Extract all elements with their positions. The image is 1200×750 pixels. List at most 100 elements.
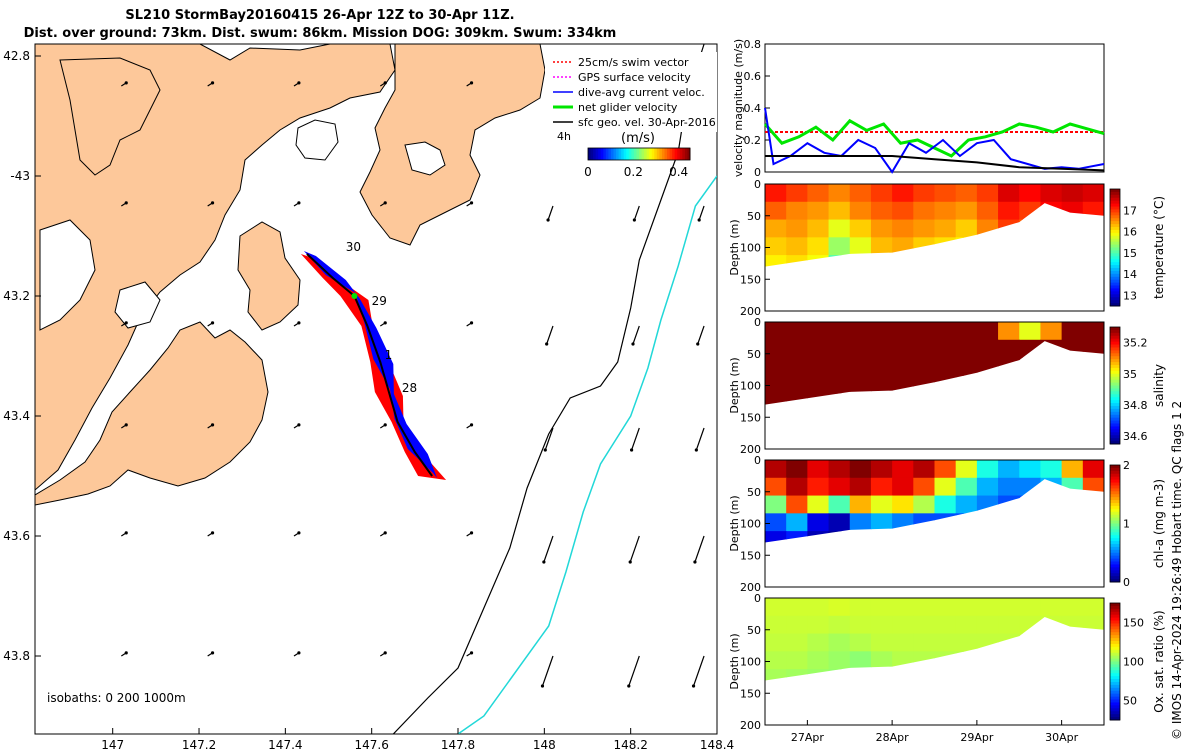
section-cell — [828, 598, 851, 617]
section-cell — [786, 322, 808, 341]
map-colorbar: 0 0.2 0.4 — [584, 147, 691, 179]
geo-velocity-arrow — [631, 427, 640, 451]
section-colorbar-segment — [1110, 702, 1120, 706]
depth-tick-label: 0 — [754, 592, 761, 605]
geo-velocity-arrow-head — [297, 201, 301, 205]
geo-velocity-arrow-head — [542, 560, 546, 564]
section-colorbar-segment — [1110, 494, 1120, 498]
section-cell — [955, 495, 978, 514]
section-cell — [892, 201, 914, 221]
section-cell — [998, 460, 1020, 479]
section-colorbar-segment — [1110, 500, 1120, 504]
geo-velocity-arrow — [541, 655, 554, 687]
geo-velocity-arrow-head — [383, 81, 387, 85]
section-colorbar-segment — [1110, 388, 1120, 392]
section-cell — [892, 339, 914, 359]
section-cell — [870, 513, 893, 532]
section-colorbar-tick-label: 0 — [1123, 576, 1130, 589]
section-cell — [828, 513, 851, 532]
section-colorbar-segment — [1110, 267, 1120, 272]
geo-velocity-arrow-head — [632, 218, 637, 222]
depth-tick-label: 200 — [740, 305, 761, 318]
section-cell — [786, 255, 808, 267]
depth-tick-label: 100 — [740, 380, 761, 393]
section-cell — [807, 237, 830, 256]
section-cell — [1061, 322, 1084, 341]
section-cell — [976, 322, 999, 341]
section-cell — [1040, 598, 1063, 617]
map-colorbar-segment — [659, 148, 663, 160]
section-colorbar-segment — [1110, 497, 1120, 501]
section-cell — [807, 615, 830, 635]
section-cell — [913, 460, 936, 479]
geo-velocity-arrow-head — [383, 321, 387, 325]
section-colorbar-segment — [1110, 573, 1120, 577]
section-colorbar-segment — [1110, 641, 1120, 645]
section-colorbar-segment — [1110, 714, 1120, 718]
geo-velocity-arrow-head — [693, 560, 697, 564]
depth-tick-label: 150 — [740, 549, 761, 562]
section-cell — [828, 339, 851, 359]
map-colorbar-tick-label: 0.4 — [669, 165, 688, 179]
section-colorbar-segment — [1110, 385, 1120, 389]
section-colorbar-segment — [1110, 414, 1120, 419]
geo-velocity-arrow-head — [469, 651, 474, 655]
depth-tick-label: 0 — [754, 178, 761, 191]
section-colorbar-tick-label: 35 — [1123, 368, 1137, 381]
section-cell — [807, 184, 830, 203]
section-cell — [955, 598, 978, 617]
depth-tick-label: 50 — [747, 210, 761, 223]
section-colorbar-tick-label: 34.8 — [1123, 399, 1148, 412]
section-cell — [892, 184, 914, 203]
section-cell — [1019, 598, 1042, 617]
isobath-1000m — [457, 175, 717, 734]
section-cell — [1040, 184, 1063, 203]
section-colorbar-tick-label: 100 — [1123, 656, 1144, 669]
legend-label-dive-avg: dive-avg current veloc. — [578, 86, 705, 99]
section-cell — [998, 598, 1020, 617]
section-colorbar-segment — [1110, 661, 1120, 665]
section-cell — [955, 357, 978, 376]
coastline-land — [35, 44, 546, 506]
section-colorbar-segment — [1110, 635, 1120, 639]
section-colorbar-segment — [1110, 227, 1120, 231]
map-axes: 147 147.2 147.4 147.6 147.8 148 148.2 148.4 42.8… — [3, 49, 734, 750]
section-colorbar-segment — [1110, 508, 1120, 513]
section-colorbar-segment — [1110, 332, 1120, 337]
swim-vector-fan — [300, 254, 447, 480]
section-cell — [955, 184, 978, 203]
section-colorbar-segment — [1110, 229, 1120, 234]
section-cell — [892, 357, 914, 376]
section-colorbar-segment — [1110, 491, 1120, 495]
geo-velocity-arrow-head — [469, 531, 474, 535]
geo-velocity-arrow-head — [545, 342, 549, 346]
section-colorbar-segment — [1110, 417, 1120, 422]
section-cell — [786, 531, 808, 543]
section-colorbar-segment — [1110, 247, 1120, 251]
geo-velocity-arrow-head — [694, 448, 698, 452]
section-cell — [1019, 322, 1042, 341]
section-colorbar-segment — [1110, 397, 1120, 401]
section-colorbar-label: Ox. sat. ratio (%) — [1152, 610, 1166, 712]
section-cell — [870, 615, 893, 635]
depth-tick-label: 0 — [754, 316, 761, 329]
section-colorbar-segment — [1110, 717, 1120, 721]
section-colorbar-segment — [1110, 350, 1120, 354]
section-colorbar-segment — [1110, 473, 1120, 478]
section-colorbar-segment — [1110, 347, 1120, 351]
section-cell — [892, 477, 914, 497]
depth-tick-label: 100 — [740, 656, 761, 669]
isobath-lines — [392, 44, 717, 734]
section-cell — [998, 339, 1020, 359]
map-colorbar-segment — [636, 148, 640, 160]
section-colorbar-segment — [1110, 567, 1120, 571]
section-colorbar-segment — [1110, 327, 1120, 331]
section-colorbar-segment — [1110, 297, 1120, 301]
map-colorbar-segment — [679, 148, 683, 160]
map-colorbar-segment — [595, 148, 599, 160]
section-colorbar-tick-label: 34.6 — [1123, 430, 1148, 443]
section-colorbar-segment — [1110, 505, 1120, 510]
section-cell — [828, 357, 851, 376]
depth-tick-label: 100 — [740, 242, 761, 255]
